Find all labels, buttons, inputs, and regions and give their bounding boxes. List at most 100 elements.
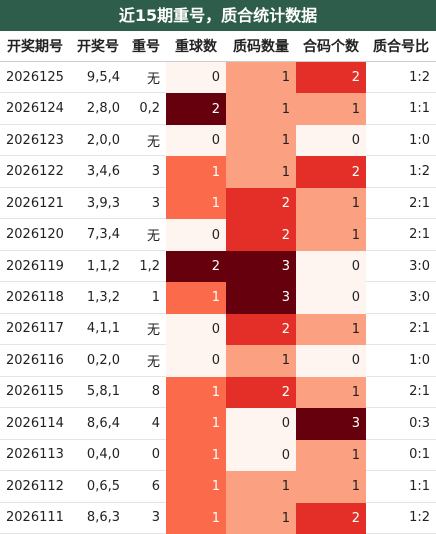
- table-cell: 2026123: [0, 125, 70, 157]
- table-cell: 2:1: [366, 377, 436, 409]
- table-cell: 1: [296, 187, 366, 220]
- table-cell: 5,8,1: [70, 377, 126, 409]
- column-header: 合码个数: [296, 31, 366, 62]
- table-cell: 无: [126, 345, 166, 377]
- table-cell: 0: [166, 219, 226, 251]
- table-cell: 1: [226, 62, 296, 94]
- table-cell: 0: [226, 408, 296, 440]
- table-cell: 2026125: [0, 62, 70, 94]
- table-cell: 0: [226, 439, 296, 472]
- table-cell: 0:1: [366, 440, 436, 472]
- table-cell: 1: [166, 502, 226, 534]
- column-header: 重号: [126, 31, 166, 62]
- table-cell: 1: [166, 156, 226, 188]
- column-header: 重球数: [166, 31, 226, 62]
- table-cell: 1:0: [366, 345, 436, 377]
- table-cell: 0: [166, 62, 226, 94]
- column-header: 开奖号: [70, 31, 126, 62]
- table-cell: 0: [296, 124, 366, 157]
- table-cell: 2: [166, 93, 226, 125]
- table-cell: 2: [296, 62, 366, 94]
- table-cell: 1,3,2: [70, 282, 126, 314]
- table-cell: 1: [166, 471, 226, 503]
- table-cell: 3: [226, 250, 296, 283]
- table-cell: 1: [166, 187, 226, 220]
- table-cell: 1,2: [126, 251, 166, 283]
- table-cell: 2,0,0: [70, 125, 126, 157]
- table-cell: 3: [126, 503, 166, 534]
- table-cell: 2026122: [0, 156, 70, 188]
- table-cell: 1: [166, 376, 226, 409]
- table-cell: 4: [126, 408, 166, 440]
- column-header: 开奖期号: [0, 31, 70, 62]
- table-cell: 2026117: [0, 314, 70, 346]
- table-cell: 无: [126, 314, 166, 346]
- table-cell: 2026113: [0, 440, 70, 472]
- table-cell: 1: [226, 156, 296, 188]
- table-cell: 1:0: [366, 125, 436, 157]
- table-cell: 2: [226, 376, 296, 409]
- table-cell: 0,4,0: [70, 440, 126, 472]
- table-cell: 3: [126, 156, 166, 188]
- table-cell: 2: [226, 187, 296, 220]
- table-cell: 1:2: [366, 62, 436, 94]
- table-cell: 3:0: [366, 282, 436, 314]
- table-cell: 2:1: [366, 188, 436, 220]
- table-cell: 1: [296, 471, 366, 503]
- table-cell: 6: [126, 471, 166, 503]
- table-cell: 0: [166, 124, 226, 157]
- table-cell: 1: [226, 345, 296, 377]
- table-cell: 2: [166, 250, 226, 283]
- table-cell: 0: [166, 345, 226, 377]
- table-cell: 1: [226, 502, 296, 534]
- table-cell: 0:3: [366, 408, 436, 440]
- table-cell: 2026114: [0, 408, 70, 440]
- table-cell: 1: [126, 282, 166, 314]
- table-cell: 1: [296, 439, 366, 472]
- table-cell: 2:1: [366, 314, 436, 346]
- table-cell: 1: [296, 93, 366, 125]
- table-cell: 1:1: [366, 93, 436, 125]
- table-title: 近15期重号，质合统计数据: [0, 0, 436, 31]
- table-cell: 8,6,4: [70, 408, 126, 440]
- table-cell: 3,4,6: [70, 156, 126, 188]
- table-cell: 1,1,2: [70, 251, 126, 283]
- table-cell: 2026111: [0, 503, 70, 534]
- table-cell: 0: [296, 282, 366, 314]
- table-cell: 8,6,3: [70, 503, 126, 534]
- table-cell: 0: [296, 250, 366, 283]
- table-cell: 1: [166, 439, 226, 472]
- table-cell: 1: [226, 93, 296, 125]
- table-cell: 0: [126, 440, 166, 472]
- table-cell: 0,6,5: [70, 471, 126, 503]
- table-cell: 2026115: [0, 377, 70, 409]
- table-cell: 0: [166, 313, 226, 346]
- table-cell: 2: [296, 502, 366, 534]
- table-cell: 1: [296, 313, 366, 346]
- table-cell: 2026121: [0, 188, 70, 220]
- table-cell: 2026118: [0, 282, 70, 314]
- table-cell: 2: [226, 313, 296, 346]
- table-cell: 2: [226, 219, 296, 251]
- table-cell: 3: [296, 408, 366, 440]
- table-cell: 4,1,1: [70, 314, 126, 346]
- table-cell: 1: [166, 282, 226, 314]
- table-cell: 0,2,0: [70, 345, 126, 377]
- table-cell: 无: [126, 125, 166, 157]
- table-cell: 0,2: [126, 93, 166, 125]
- table-cell: 1:2: [366, 156, 436, 188]
- table-cell: 3:0: [366, 251, 436, 283]
- column-header: 质合号比: [366, 31, 436, 62]
- table-cell: 无: [126, 62, 166, 94]
- table-cell: 2026112: [0, 471, 70, 503]
- table-cell: 2: [296, 156, 366, 188]
- table-cell: 3: [226, 282, 296, 314]
- table-cell: 9,5,4: [70, 62, 126, 94]
- column-header: 质码数量: [226, 31, 296, 62]
- table-cell: 2026116: [0, 345, 70, 377]
- table-cell: 1: [226, 471, 296, 503]
- table-cell: 7,3,4: [70, 219, 126, 251]
- table-cell: 2026124: [0, 93, 70, 125]
- table-cell: 1:1: [366, 471, 436, 503]
